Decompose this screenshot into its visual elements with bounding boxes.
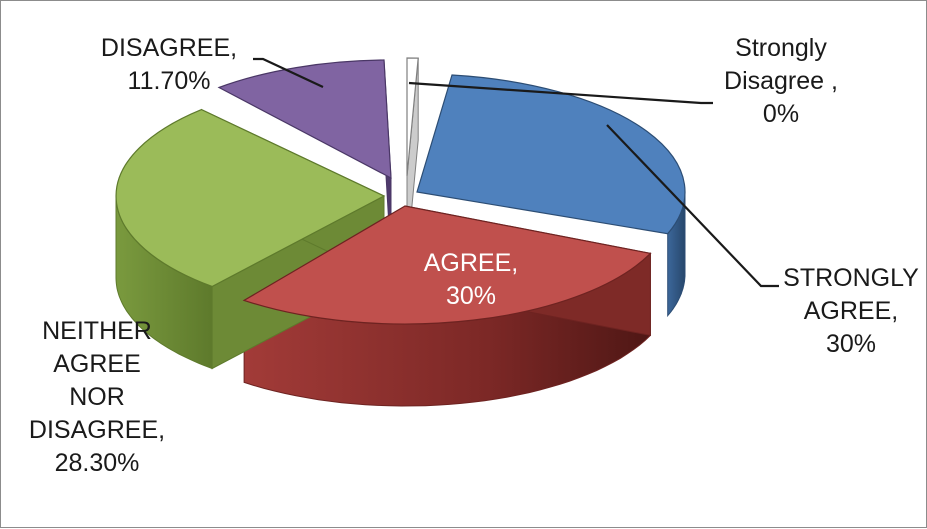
leader-line-strongly-disagree xyxy=(408,81,713,105)
data-label-category: Disagree , xyxy=(724,67,838,95)
data-label-category: STRONGLY xyxy=(783,264,919,292)
data-label-category: NOR xyxy=(69,383,125,411)
pie-slice-top-strongly-disagree xyxy=(406,57,419,177)
data-label-category: AGREE, xyxy=(424,249,518,277)
data-label-value: 28.30% xyxy=(55,449,140,477)
data-label-category: DISAGREE, xyxy=(101,34,237,62)
data-label-category: AGREE xyxy=(53,350,141,378)
data-label-strongly-disagree: Strongly Disagree , 0% xyxy=(724,34,838,128)
pie-slice-top-strongly-agree xyxy=(416,74,686,235)
pie-slice-top-disagree xyxy=(217,59,392,180)
data-label-value: 30% xyxy=(446,282,496,310)
pie-slice-top-agree xyxy=(242,205,652,325)
leader-line-strongly-agree xyxy=(606,124,779,288)
data-label-value: 11.70% xyxy=(128,67,211,95)
data-label-category: NEITHER xyxy=(42,317,152,345)
data-label-agree: AGREE, 30% xyxy=(424,249,518,310)
data-label-category: DISAGREE, xyxy=(29,416,165,444)
data-label-disagree: DISAGREE, 11.70% xyxy=(101,34,237,95)
pie-slice-top-neither xyxy=(115,108,386,288)
data-label-strongly-agree: STRONGLY AGREE, 30% xyxy=(783,264,919,358)
data-label-category: Strongly xyxy=(735,34,827,62)
data-label-value: 30% xyxy=(826,330,876,358)
leader-line-disagree xyxy=(253,57,324,88)
data-label-category: AGREE, xyxy=(804,297,898,325)
data-label-neither: NEITHER AGREE NOR DISAGREE, 28.30% xyxy=(29,317,165,477)
data-label-value: 0% xyxy=(763,100,799,128)
